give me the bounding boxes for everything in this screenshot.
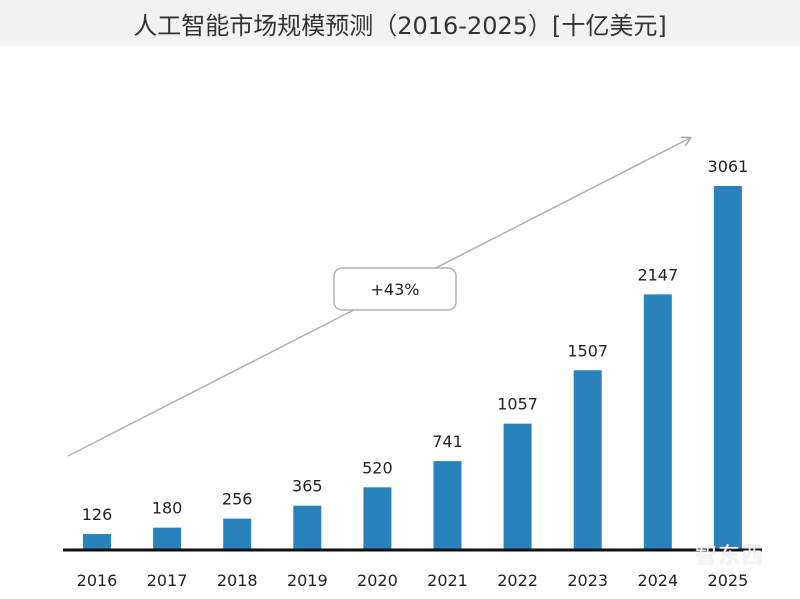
data-label-2021: 741 bbox=[432, 432, 463, 451]
x-tick-label-2024: 2024 bbox=[637, 571, 678, 590]
x-tick-label-2019: 2019 bbox=[287, 571, 328, 590]
x-tick-label-2017: 2017 bbox=[147, 571, 188, 590]
data-label-2016: 126 bbox=[82, 505, 113, 524]
bar-2021 bbox=[433, 461, 462, 549]
bar-2020 bbox=[363, 487, 392, 549]
x-tick-label-2016: 2016 bbox=[77, 571, 118, 590]
data-label-2023: 1507 bbox=[567, 341, 608, 360]
x-tick-label-2022: 2022 bbox=[497, 571, 538, 590]
annotation-label: +43% bbox=[371, 280, 420, 299]
bar-2016 bbox=[83, 534, 111, 549]
data-label-2024: 2147 bbox=[637, 265, 678, 284]
watermark-logo: 智东西 bbox=[695, 544, 765, 569]
bar-2018 bbox=[223, 518, 252, 549]
bar-2017 bbox=[153, 527, 182, 549]
bar-2022 bbox=[503, 423, 532, 549]
bar-2025 bbox=[713, 186, 742, 549]
x-tick-label-2025: 2025 bbox=[708, 571, 749, 590]
title-band bbox=[0, 0, 800, 46]
bar-2019 bbox=[293, 505, 322, 549]
data-label-2018: 256 bbox=[222, 490, 253, 509]
annotation-box bbox=[333, 267, 457, 311]
x-tick-label-2020: 2020 bbox=[357, 571, 398, 590]
data-label-2022: 1057 bbox=[497, 395, 538, 414]
bar-2024 bbox=[643, 294, 672, 549]
chart-title: 人工智能市场规模预测（2016-2025）[十亿美元] bbox=[133, 12, 667, 40]
data-label-2020: 520 bbox=[362, 458, 393, 477]
x-tick-label-2023: 2023 bbox=[567, 571, 608, 590]
data-label-2019: 365 bbox=[292, 477, 323, 496]
x-tick-label-2021: 2021 bbox=[427, 571, 468, 590]
data-label-2017: 180 bbox=[152, 499, 183, 518]
bar-2023 bbox=[573, 370, 602, 549]
x-tick-label-2018: 2018 bbox=[217, 571, 258, 590]
data-label-2025: 3061 bbox=[708, 157, 749, 176]
